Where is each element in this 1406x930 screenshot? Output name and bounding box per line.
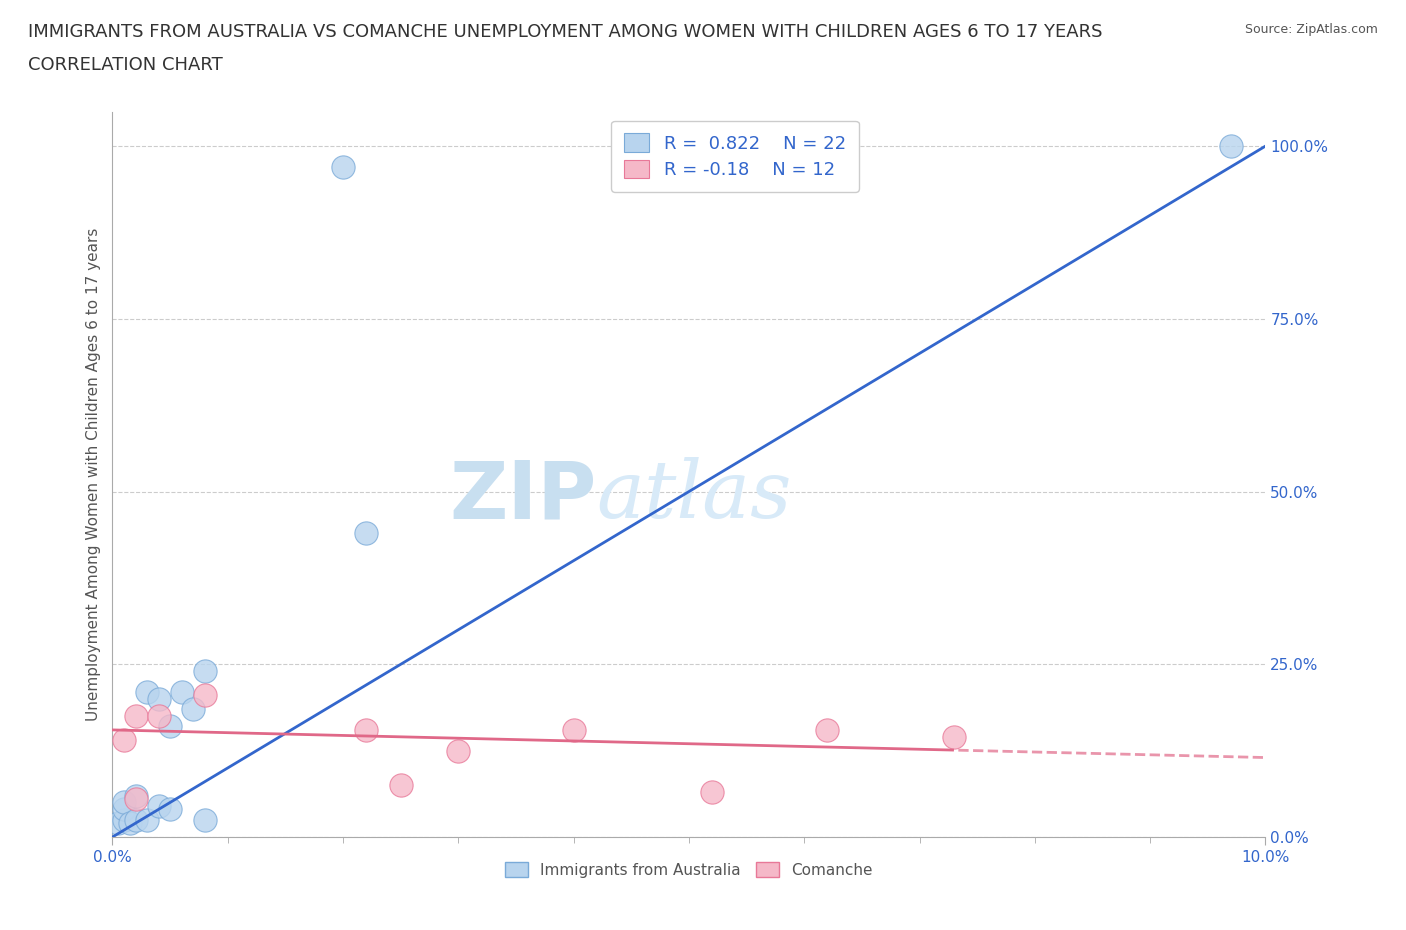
Point [943, 729, 966, 744]
Point [148, 799, 170, 814]
Point [815, 723, 838, 737]
Point [735, 139, 758, 153]
Point [112, 733, 135, 748]
Point [389, 777, 412, 792]
Point [107, 816, 129, 830]
Point [159, 719, 181, 734]
Point [332, 159, 354, 174]
Legend: Immigrants from Australia, Comanche: Immigrants from Australia, Comanche [499, 856, 879, 884]
Point [159, 802, 181, 817]
Point [112, 812, 135, 827]
Point [124, 709, 146, 724]
Text: atlas: atlas [596, 458, 792, 535]
Text: ZIP: ZIP [450, 457, 596, 535]
Point [148, 691, 170, 706]
Text: Source: ZipAtlas.com: Source: ZipAtlas.com [1244, 23, 1378, 36]
Point [354, 525, 377, 540]
Point [700, 785, 723, 800]
Point [1219, 139, 1241, 153]
Point [148, 709, 170, 724]
Point [112, 795, 135, 810]
Point [562, 723, 585, 737]
Point [354, 723, 377, 737]
Point [124, 791, 146, 806]
Text: IMMIGRANTS FROM AUSTRALIA VS COMANCHE UNEMPLOYMENT AMONG WOMEN WITH CHILDREN AGE: IMMIGRANTS FROM AUSTRALIA VS COMANCHE UN… [28, 23, 1102, 41]
Point [620, 139, 643, 153]
Point [170, 684, 193, 699]
Point [194, 688, 217, 703]
Point [118, 816, 141, 830]
Point [124, 788, 146, 803]
Point [136, 684, 159, 699]
Point [112, 802, 135, 817]
Point [124, 812, 146, 827]
Point [194, 664, 217, 679]
Point [447, 743, 470, 758]
Y-axis label: Unemployment Among Women with Children Ages 6 to 17 years: Unemployment Among Women with Children A… [86, 228, 101, 721]
Point [181, 702, 204, 717]
Point [194, 812, 217, 827]
Point [136, 812, 159, 827]
Text: CORRELATION CHART: CORRELATION CHART [28, 56, 224, 73]
